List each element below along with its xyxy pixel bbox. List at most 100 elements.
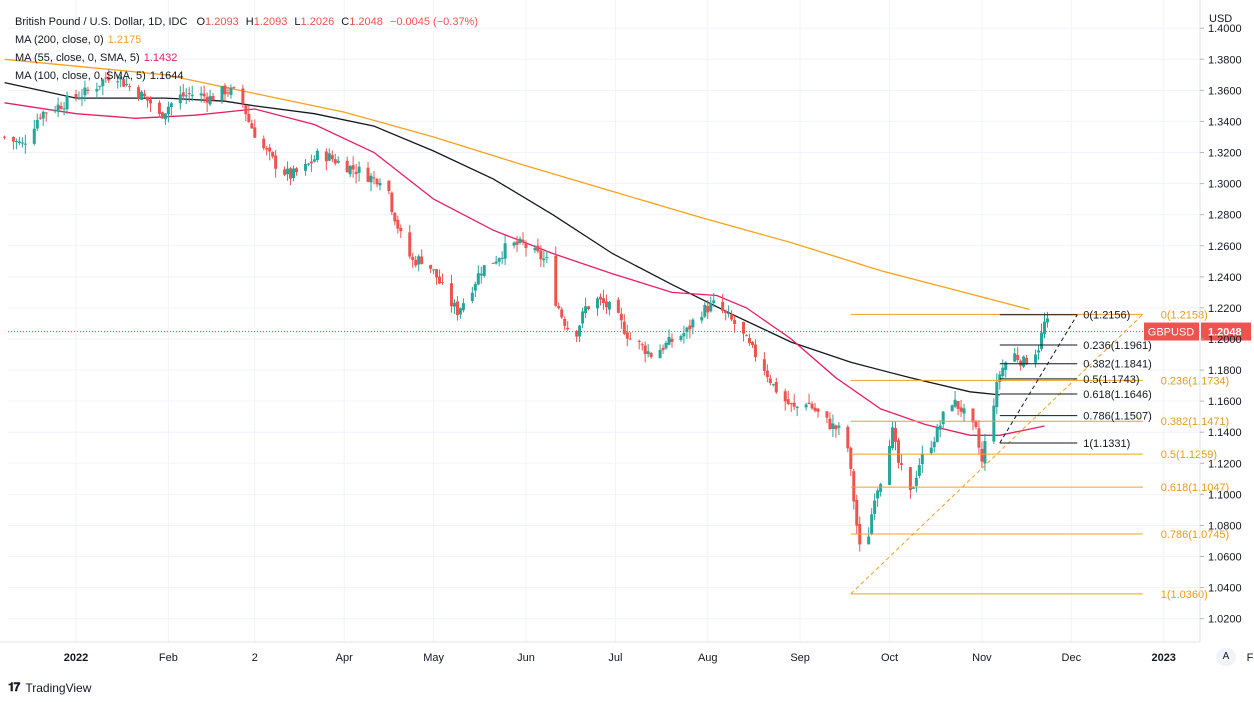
candle-body <box>691 319 695 328</box>
candle-body <box>855 499 859 526</box>
candle-body <box>956 401 960 409</box>
ma100-value: 1.1644 <box>149 70 184 82</box>
candle-body <box>324 151 328 162</box>
candle-body <box>140 91 144 100</box>
y-tick-label: 1.3400 <box>1208 116 1242 128</box>
candle-body <box>575 330 579 337</box>
ma200-label: MA (200, close, 0) <box>15 34 104 46</box>
candle-body <box>792 402 796 407</box>
y-tick-label: 1.1000 <box>1208 489 1242 501</box>
candle-body <box>414 259 418 266</box>
candle-body <box>679 335 683 340</box>
candle-body <box>330 154 334 160</box>
y-tick-label: 1.0200 <box>1208 614 1242 626</box>
candle-body <box>998 374 1002 382</box>
x-tick-label: Sep <box>790 652 810 664</box>
candle-body <box>65 95 69 110</box>
candle-body <box>891 427 895 449</box>
candle-body <box>813 407 817 411</box>
candle-body <box>959 407 963 412</box>
candle-body <box>515 241 519 245</box>
candle-body <box>810 403 814 409</box>
tradingview-logo-icon: 𝟏𝟕 <box>8 680 20 694</box>
candle-body <box>914 477 918 486</box>
change-value: −0.0045 (−0.37%) <box>389 16 479 28</box>
candle-body <box>375 178 379 185</box>
candle-body <box>303 164 307 171</box>
candle-body <box>846 426 850 449</box>
candle-body <box>742 321 746 334</box>
candle-body <box>44 112 48 114</box>
ma-line <box>4 102 1045 436</box>
fib-orange-level-label: 0.5(1.1259) <box>1161 449 1217 461</box>
candle-body <box>32 128 36 144</box>
candle-body <box>452 302 456 307</box>
y-tick-label: 1.3000 <box>1208 179 1242 191</box>
candle-body <box>896 440 900 463</box>
candle-body <box>1004 362 1008 371</box>
candle-body <box>950 405 954 412</box>
candle-body <box>23 143 27 145</box>
currency-label: USD <box>1209 13 1232 25</box>
fib-black-level-label: 0.618(1.1646) <box>1083 389 1152 401</box>
candle-body <box>244 105 248 115</box>
candle-body <box>554 255 558 306</box>
candle-body <box>628 338 632 340</box>
candle-body <box>879 484 883 492</box>
candle-body <box>500 257 504 259</box>
auto-scale-button[interactable]: A <box>1216 648 1236 666</box>
candle-body <box>625 332 629 339</box>
candle-body <box>688 325 692 330</box>
y-tick-label: 1.3600 <box>1208 85 1242 97</box>
candle-body <box>774 381 778 393</box>
candle-body <box>390 192 394 213</box>
candle-body <box>157 102 161 115</box>
candle-body <box>503 243 507 259</box>
candle-body <box>870 514 874 535</box>
candle-body <box>971 408 975 423</box>
candle-body <box>604 301 608 308</box>
tradingview-logo[interactable]: 𝟏𝟕 TradingView <box>8 680 91 695</box>
candle-body <box>160 112 164 119</box>
candle-body <box>369 175 373 183</box>
ma100-legend[interactable]: MA (100, close, 0, SMA, 5) 1.1644 <box>15 67 478 85</box>
candle-body <box>908 467 912 491</box>
symbol-tag-bg <box>1144 322 1199 341</box>
ma55-legend[interactable]: MA (55, close, 0, SMA, 5) 1.1432 <box>15 49 478 67</box>
candle-body <box>178 94 182 104</box>
fib-orange-trendline <box>850 314 1144 595</box>
candle-body <box>351 165 355 170</box>
fib-black-level-label: 0.786(1.1507) <box>1083 411 1152 423</box>
x-tick-label: 2022 <box>64 652 88 664</box>
high-label: H <box>245 16 254 28</box>
y-tick-label: 1.1200 <box>1208 458 1242 470</box>
symbol-title[interactable]: British Pound / U.S. Dollar, 1D, IDC <box>15 16 188 28</box>
candle-body <box>497 258 501 262</box>
x-tick-label: Aug <box>698 652 718 664</box>
candle-body <box>190 94 194 97</box>
candle-body <box>706 305 710 313</box>
candle-body <box>205 96 209 103</box>
ma200-legend[interactable]: MA (200, close, 0) 1.2175 <box>15 31 478 49</box>
candle-body <box>745 335 748 337</box>
ma-line <box>4 81 1000 396</box>
candle-body <box>596 298 599 309</box>
candle-body <box>888 446 892 485</box>
candle-body <box>566 327 570 330</box>
candle-body <box>491 262 495 264</box>
candle-body <box>786 399 790 405</box>
candle-body <box>470 292 474 301</box>
y-tick-label: 1.4000 <box>1208 23 1242 35</box>
candle-body <box>286 168 290 175</box>
candle-body <box>41 111 45 119</box>
candle-body <box>834 425 838 430</box>
close-value: 1.2048 <box>349 16 383 28</box>
candle-body <box>241 88 245 103</box>
candle-body <box>616 299 620 313</box>
ma55-label: MA (55, close, 0, SMA, 5) <box>15 52 140 64</box>
candle-body <box>295 168 299 173</box>
open-label: O <box>196 16 206 28</box>
candle-body <box>104 77 108 79</box>
